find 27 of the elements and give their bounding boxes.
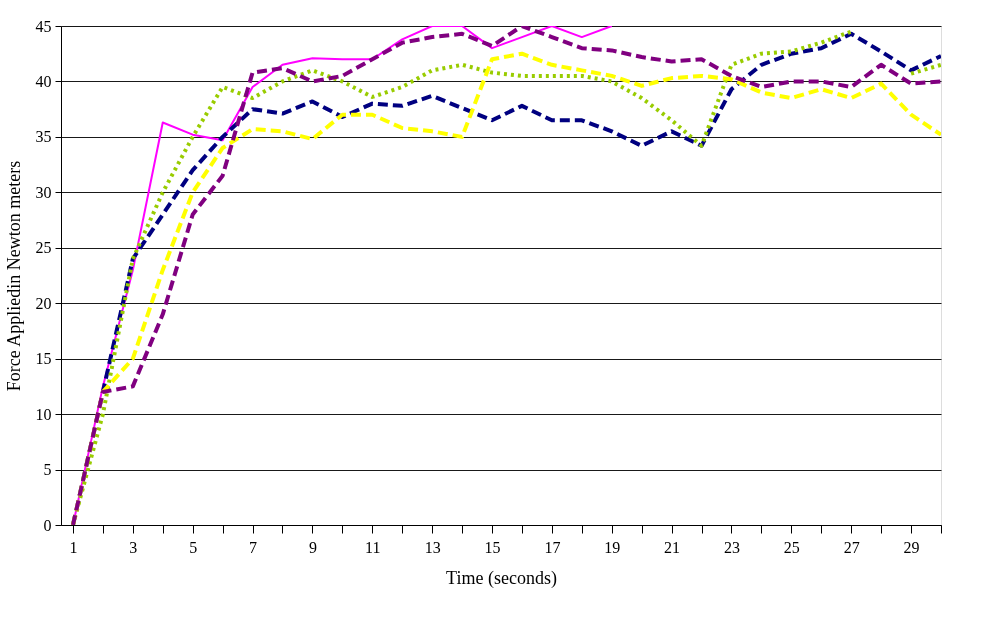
y-tick-label: 20 [35,294,52,312]
x-tick-label: 15 [484,538,501,556]
y-tick-label: 25 [35,239,52,257]
x-tick-label: 1 [69,538,78,556]
y-tick-label: 30 [35,183,52,201]
y-tick-label: 35 [35,128,52,146]
x-tick-label: 17 [544,538,561,556]
x-tick-label: 25 [783,538,800,556]
x-tick-label: 9 [308,538,317,556]
y-tick-label: 10 [35,405,52,423]
x-tick-label: 3 [129,538,138,556]
x-tick-label: 21 [664,538,681,556]
x-tick-label: 5 [189,538,198,556]
y-tick-label: 5 [43,461,52,479]
x-tick-label: 7 [249,538,258,556]
y-axis-title: Force Appliedin Newton meters [3,160,24,392]
x-tick-label: 13 [424,538,441,556]
x-axis-title: Time (seconds) [446,567,557,589]
x-tick-label: 27 [843,538,860,556]
y-tick-label: 45 [35,17,52,35]
y-tick-label: 0 [43,516,52,534]
x-tick-label: 19 [604,538,621,556]
x-tick-label: 23 [723,538,740,556]
x-tick-label: 11 [365,538,381,556]
y-tick-label: 15 [35,350,52,368]
x-tick-label: 29 [903,538,920,556]
y-tick-label: 40 [35,72,52,90]
